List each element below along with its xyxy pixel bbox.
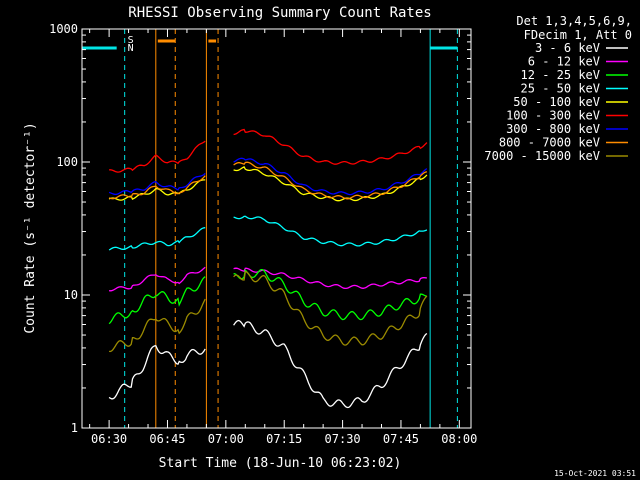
legend-header-line-1: Det 1,3,4,5,6,9, xyxy=(516,14,632,28)
series-line-7-segment-0 xyxy=(108,175,206,200)
x-tick-label-4: 07:30 xyxy=(325,432,361,446)
chart-title: RHESSI Observing Summary Count Rates xyxy=(128,5,431,21)
series-line-4-segment-0 xyxy=(108,179,206,201)
series-line-1-segment-0 xyxy=(109,266,206,292)
series-line-6-segment-0 xyxy=(108,172,206,196)
x-tick-label-0: 06:30 xyxy=(91,432,127,446)
series-line-1-segment-1 xyxy=(233,267,427,290)
legend-label-6: 300 - 800 keV xyxy=(506,122,600,136)
series-line-6-segment-1 xyxy=(233,157,428,196)
series-line-2-segment-0 xyxy=(108,276,206,325)
y-tick-label-2: 100 xyxy=(56,155,78,169)
legend-label-2: 12 - 25 keV xyxy=(521,68,600,82)
legend-label-4: 50 - 100 keV xyxy=(513,95,600,109)
series-line-5-segment-0 xyxy=(109,140,206,173)
y-axis-label: Count Rate (s⁻¹ detector⁻¹) xyxy=(23,122,38,333)
legend-header-line-2: FDecim 1, Att 0 xyxy=(524,28,632,42)
series-line-0-segment-1 xyxy=(233,319,428,409)
legend-label-3: 25 - 50 keV xyxy=(521,82,600,96)
legend-label-0: 3 - 6 keV xyxy=(535,41,600,55)
series-line-7-segment-1 xyxy=(233,161,428,200)
x-tick-label-5: 07:45 xyxy=(383,432,419,446)
axes: 06:30 06:45 07:00 07:15 07:30 07:45 08:00 1 10 10… xyxy=(49,22,477,446)
legend-label-8: 7000 - 15000 keV xyxy=(484,149,600,163)
timestamp: 15-Oct-2021 03:51 xyxy=(554,469,636,478)
x-tick-label-1: 06:45 xyxy=(149,432,185,446)
night-label: N xyxy=(128,43,134,54)
x-tick-label-6: 08:00 xyxy=(441,432,477,446)
series-line-3-segment-1 xyxy=(233,215,428,247)
series-line-8-segment-1 xyxy=(233,270,428,346)
plot-frame xyxy=(81,28,472,429)
y-tick-label-0: 1 xyxy=(71,421,78,435)
series-line-3-segment-0 xyxy=(108,227,206,251)
legend-label-1: 6 - 12 keV xyxy=(528,55,600,69)
legend-label-5: 100 - 300 keV xyxy=(506,109,600,123)
y-tick-label-1: 10 xyxy=(64,288,78,302)
plot-area: SN xyxy=(82,29,458,428)
legend-label-7: 800 - 7000 keV xyxy=(499,136,600,150)
y-tick-label-3: 1000 xyxy=(49,22,78,36)
saa-label: S xyxy=(128,35,134,46)
series-line-5-segment-1 xyxy=(233,128,428,165)
series-line-0-segment-0 xyxy=(108,344,206,400)
series-line-8-segment-0 xyxy=(109,298,206,353)
x-axis-label: Start Time (18-Jun-10 06:23:02) xyxy=(159,456,402,471)
x-tick-label-3: 07:15 xyxy=(266,432,302,446)
series-line-2-segment-1 xyxy=(233,268,428,321)
x-tick-label-2: 07:00 xyxy=(208,432,244,446)
